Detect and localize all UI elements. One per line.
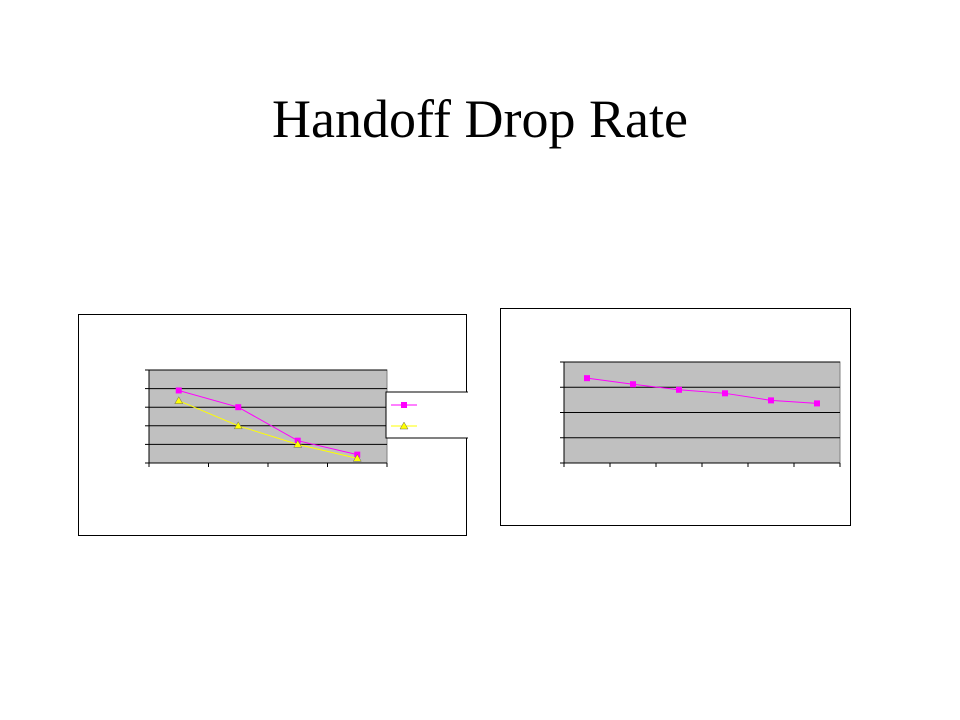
bandwidth-chart-svg [145,369,468,467]
data-point [233,421,243,430]
data-point [175,387,182,394]
pre-reserve-drop-rate-chart [500,308,851,526]
data-point [676,386,682,393]
data-point [352,453,362,462]
series-line-rsvhp [178,400,358,459]
data-point [235,404,242,411]
data-point [722,390,728,397]
data-point [630,381,636,388]
data-point [814,400,820,407]
plot-area [148,369,388,464]
series-line-0 [586,377,818,404]
data-point [293,439,303,448]
legend-marker [401,402,407,408]
legend-box [385,391,468,439]
pre-reserve-chart-svg [560,361,841,467]
data-point [768,397,774,404]
data-point [584,375,590,382]
legend-marker [399,421,409,430]
data-point [174,396,184,404]
slide-title: Handoff Drop Rate [272,89,688,149]
bandwidth-drop-rate-chart [78,314,468,536]
series-line-rsvp [178,389,358,456]
